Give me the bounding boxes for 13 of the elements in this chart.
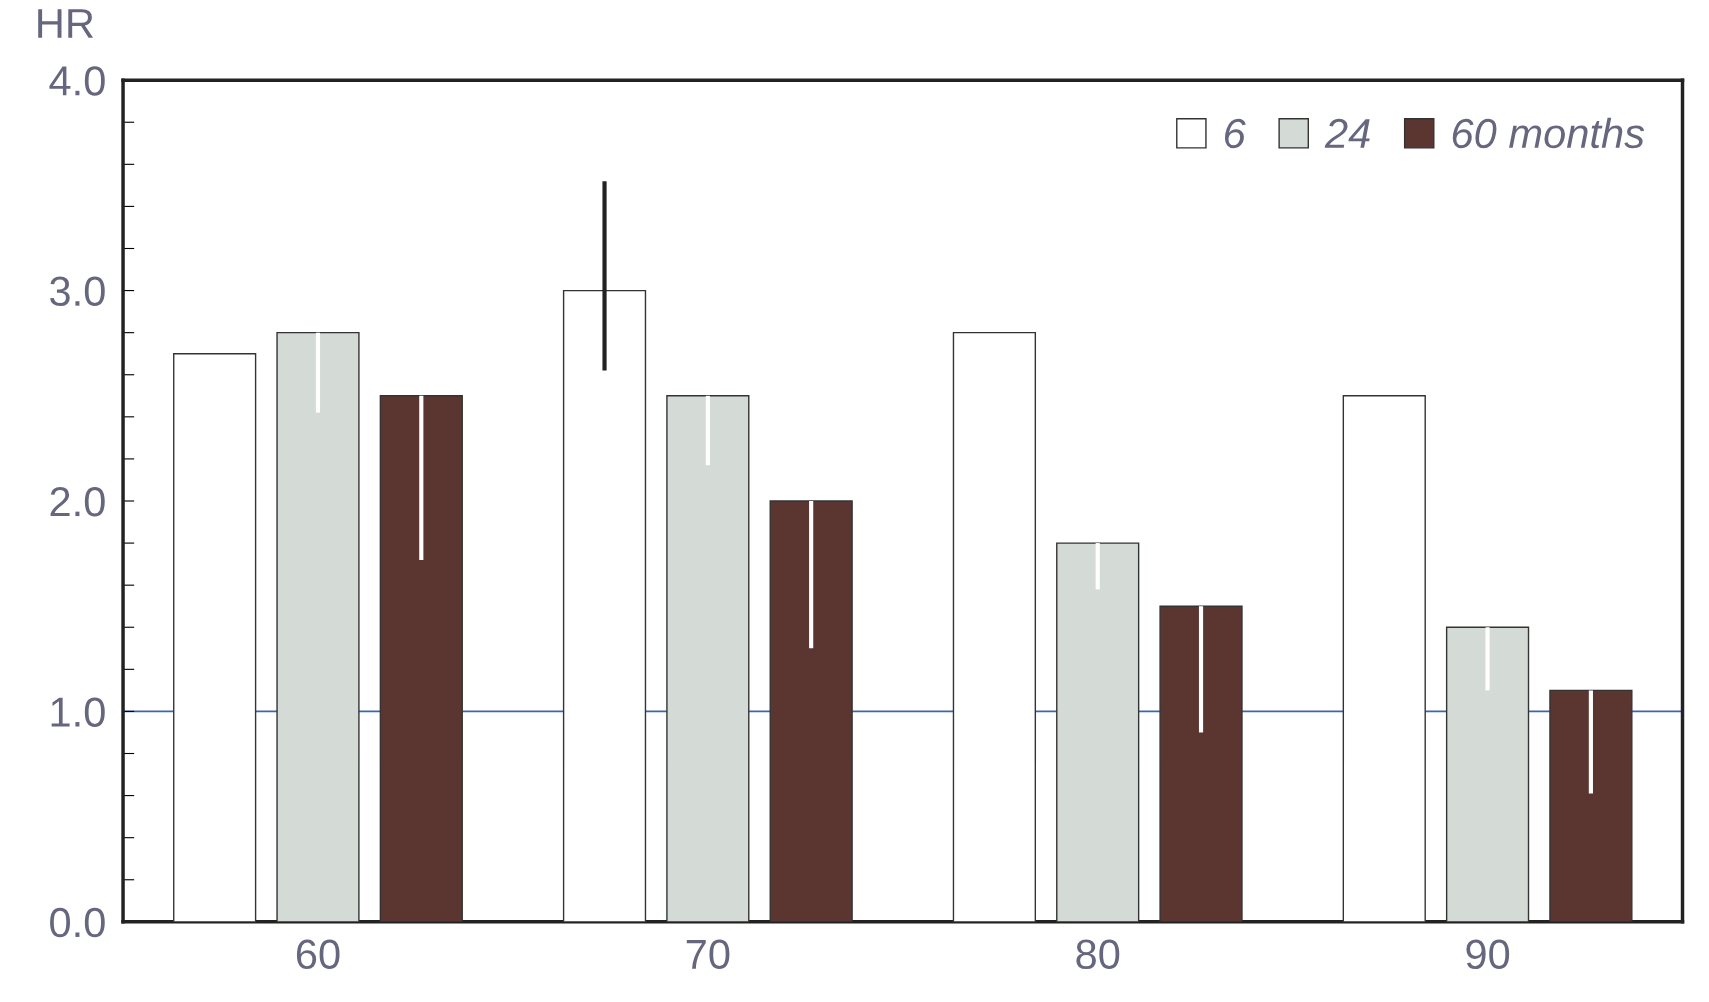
legend-label: 60 months [1452, 117, 1645, 149]
y-tick-label: 4.0 [49, 66, 105, 96]
x-tick-label: 70 [686, 939, 730, 970]
y-tick-label: 0.0 [50, 907, 105, 938]
legend-label: 6 [1224, 118, 1246, 149]
y-tick-label: 1.0 [51, 697, 105, 727]
y-axis-title: HR [38, 9, 94, 38]
y-tick-label: 3.0 [50, 276, 105, 307]
x-tick-label: 60 [296, 939, 340, 970]
y-tick-label: 2.0 [50, 487, 105, 517]
x-tick-label: 90 [1466, 939, 1510, 970]
legend-label: 24 [1324, 118, 1370, 148]
x-tick-label: 80 [1076, 939, 1120, 970]
